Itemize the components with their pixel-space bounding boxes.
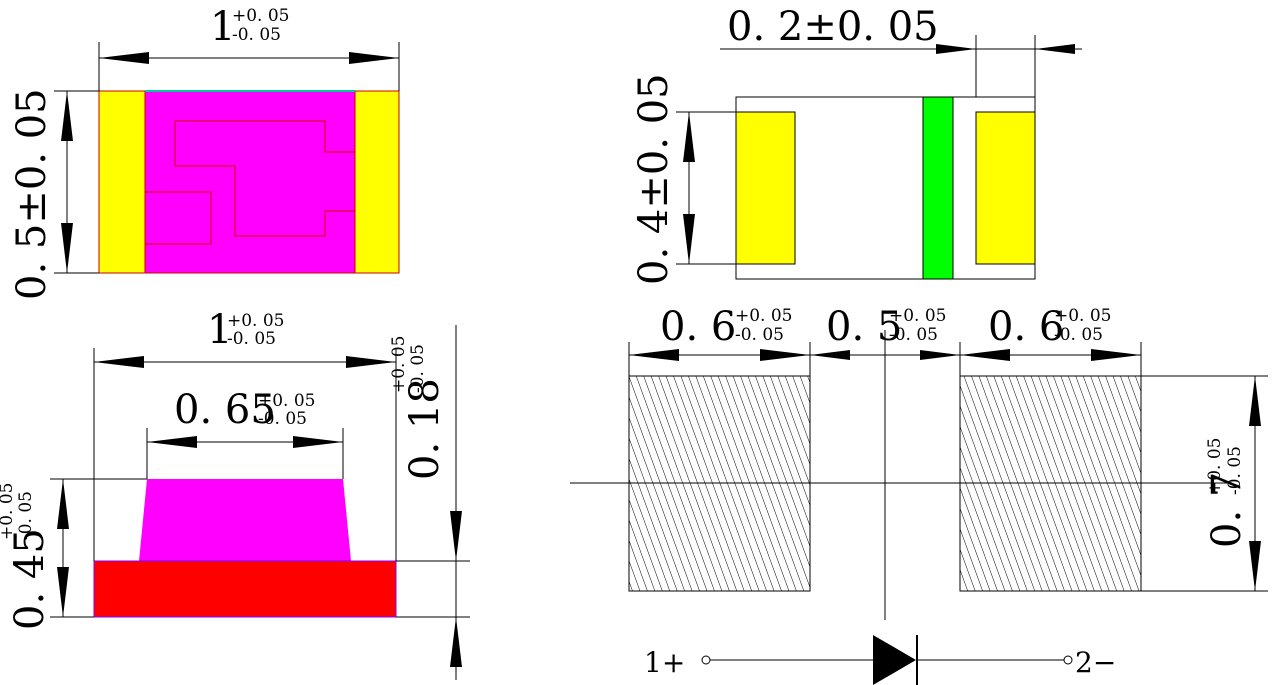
footprint-right-pad-width-dimension: 0. 6 +0. 05 -0. 05 xyxy=(960,304,1141,361)
top-view-left-terminal xyxy=(98,90,146,274)
side-view-base-height-dimension: 0. 18 +0. 05 -0. 05 xyxy=(389,325,470,680)
side-view-length-tol-plus: +0. 05 xyxy=(227,311,285,331)
footprint-pad-height-tol-minus: -0. 05 xyxy=(1225,446,1245,495)
side-view-top-width-tol-minus: -0. 05 xyxy=(258,409,307,429)
top-view-length-tol-minus: -0. 05 xyxy=(232,25,281,45)
diode-schematic: 1+ 2− xyxy=(644,635,1116,685)
top-view-chip-outline xyxy=(175,120,355,153)
footprint-left-pad-nominal: 0. 6 xyxy=(660,304,736,350)
side-view: 1 +0. 05 -0. 05 0. 65 +0. 05 -0. 05 0. 1… xyxy=(0,307,470,680)
footprint-left-pad-tol-plus: +0. 05 xyxy=(735,306,793,326)
top-view-width-dimension: 0. 5±0. 05 xyxy=(9,88,99,300)
side-view-dome xyxy=(139,479,351,561)
bottom-view-pad-height-label: 0. 4±0. 05 xyxy=(631,73,677,285)
side-view-total-height-tol-minus: -0. 05 xyxy=(16,491,36,540)
bottom-view-cathode-band xyxy=(922,96,954,280)
side-view-base-height-tol-plus: +0. 05 xyxy=(389,336,409,394)
side-view-base-height-nominal: 0. 18 xyxy=(402,378,448,480)
footprint-gap-tol-minus: -0. 05 xyxy=(889,325,938,345)
side-view-base-height-tol-minus: -0. 05 xyxy=(408,344,428,393)
footprint-pad-height-nominal: 0. 7 xyxy=(1204,472,1250,548)
anode-label: 1+ xyxy=(644,646,685,679)
footprint-left-pad-tol-minus: -0. 05 xyxy=(735,325,784,345)
footprint-gap-dimension: 0. 5 +0. 05 -0. 05 xyxy=(810,304,960,360)
side-view-length-tol-minus: -0. 05 xyxy=(227,329,276,349)
bottom-view: 0. 2±0. 05 0. 4±0. 05 xyxy=(631,4,1082,285)
footprint-right-pad-nominal: 0. 6 xyxy=(988,304,1064,350)
footprint-gap-tol-plus: +0. 05 xyxy=(889,306,947,326)
side-view-base xyxy=(93,560,397,618)
side-view-top-width-tol-plus: +0. 05 xyxy=(258,391,316,411)
side-view-length-nominal: 1 xyxy=(207,307,232,353)
side-view-total-height-nominal: 0. 45 xyxy=(7,528,53,630)
top-view-length-dimension: 1 +0. 05 -0. 05 xyxy=(98,4,400,91)
top-view-length-nominal: 1 xyxy=(210,4,235,50)
bottom-view-left-pad xyxy=(735,111,796,265)
cathode-label: 2− xyxy=(1075,646,1116,679)
top-view-length-tol-plus: +0. 05 xyxy=(232,6,290,26)
footprint-left-pad-width-dimension: 0. 6 +0. 05 -0. 05 xyxy=(629,304,810,361)
side-view-total-height-dimension: 0. 45 +0. 05 -0. 05 xyxy=(0,478,147,630)
anode-terminal xyxy=(701,655,711,665)
footprint-right-pad-tol-minus: -0. 05 xyxy=(1054,325,1103,345)
side-view-length-dimension: 1 +0. 05 -0. 05 xyxy=(93,307,397,561)
bottom-view-right-pad xyxy=(975,111,1036,265)
footprint-pad-height-tol-plus: +0. 05 xyxy=(1205,438,1225,496)
footprint-right-pad-tol-plus: +0. 05 xyxy=(1054,306,1112,326)
top-view-right-terminal xyxy=(354,90,400,274)
bottom-view-band-dimension: 0. 2±0. 05 xyxy=(720,4,1082,97)
top-view-width-label: 0. 5±0. 05 xyxy=(9,88,55,300)
footprint: 0. 6 +0. 05 -0. 05 0. 5 +0. 05 -0. 05 0.… xyxy=(570,304,1268,620)
side-view-top-width-nominal: 0. 65 xyxy=(174,387,276,433)
footprint-pad-height-dimension: 0. 7 +0. 05 -0. 05 xyxy=(1141,375,1268,592)
cathode-terminal xyxy=(1063,655,1073,665)
footprint-gap-nominal: 0. 5 xyxy=(826,304,902,350)
side-view-total-height-tol-plus: +0. 05 xyxy=(0,483,17,541)
diode-triangle xyxy=(873,635,916,685)
top-view: 1 +0. 05 -0. 05 0. 5±0. 05 xyxy=(9,4,400,300)
bottom-view-pad-height-dimension: 0. 4±0. 05 xyxy=(631,73,736,285)
bottom-view-band-label: 0. 2±0. 05 xyxy=(727,4,939,50)
side-view-top-width-dimension: 0. 65 +0. 05 -0. 05 xyxy=(146,387,344,479)
